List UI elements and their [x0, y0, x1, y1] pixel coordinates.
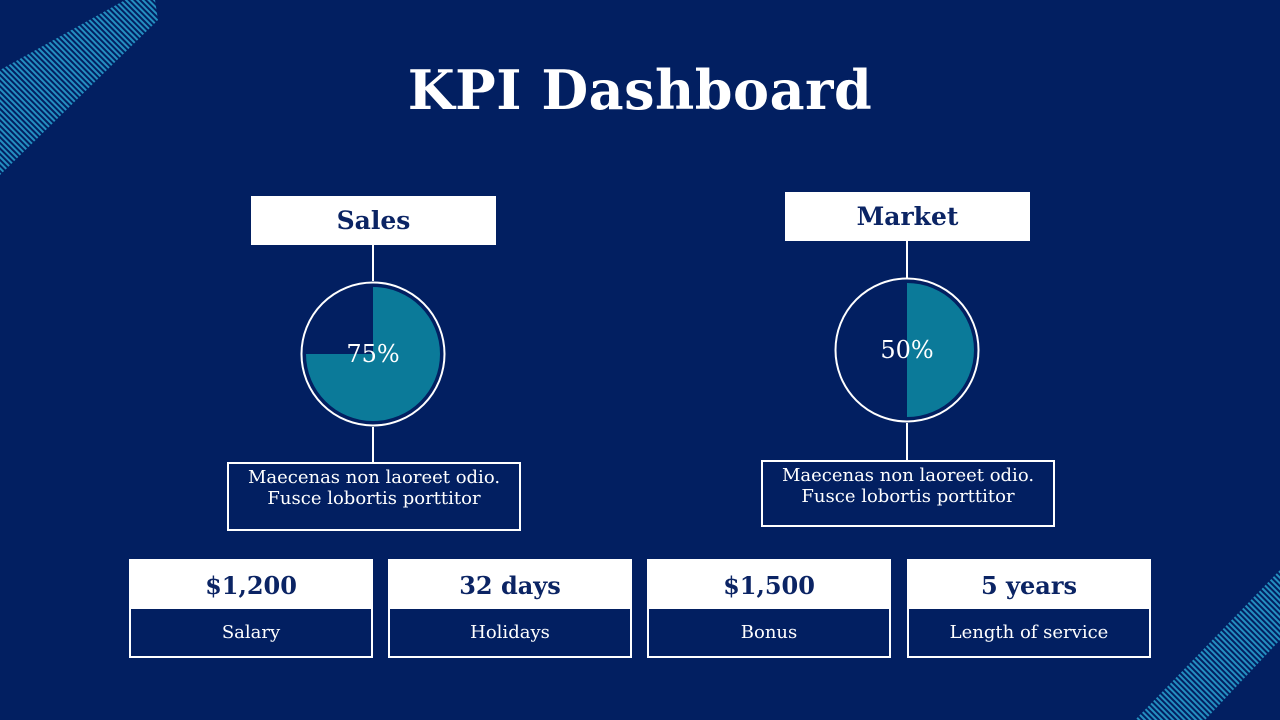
kpi-card-bonus: $1,500 Bonus: [647, 559, 891, 658]
sales-description-line1: Maecenas non laoreet odio.: [247, 467, 501, 488]
kpi-label: Salary: [221, 622, 281, 643]
market-description-line1: Maecenas non laoreet odio.: [781, 465, 1035, 486]
kpi-value: $1,500: [649, 561, 889, 609]
market-label: Market: [785, 192, 1030, 241]
market-percent: 50%: [880, 336, 934, 364]
sales-connector-top: [372, 245, 374, 281]
corner-stripes-bottom-right: [1135, 570, 1280, 720]
market-gauge: 50%: [834, 277, 980, 423]
sales-gauge-chart: [300, 281, 446, 427]
kpi-card-salary: $1,200 Salary: [129, 559, 373, 658]
sales-connector-bottom: [372, 427, 374, 462]
kpi-label: Holidays: [470, 622, 550, 643]
sales-label: Sales: [251, 196, 496, 245]
market-gauge-chart: [834, 277, 980, 423]
kpi-card-length-of-service: 5 years Length of service: [907, 559, 1151, 658]
kpi-label: Length of service: [949, 622, 1109, 643]
sales-description: Maecenas non laoreet odio. Fusce loborti…: [227, 462, 521, 531]
kpi-value: 5 years: [909, 561, 1149, 609]
sales-gauge-fill: [306, 287, 440, 421]
market-gauge-fill: [907, 283, 974, 417]
market-description: Maecenas non laoreet odio. Fusce loborti…: [761, 460, 1055, 527]
market-connector-top: [906, 241, 908, 278]
corner-stripes-top-left: [0, 0, 158, 175]
market-connector-bottom: [906, 423, 908, 460]
market-description-line2: Fusce lobortis porttitor: [801, 486, 1015, 507]
sales-gauge: 75%: [300, 281, 446, 427]
kpi-card-holidays: 32 days Holidays: [388, 559, 632, 658]
page-title: KPI Dashboard: [407, 58, 873, 122]
kpi-label: Bonus: [740, 622, 798, 643]
kpi-value: $1,200: [131, 561, 371, 609]
sales-percent: 75%: [346, 340, 400, 368]
kpi-value: 32 days: [390, 561, 630, 609]
sales-description-line2: Fusce lobortis porttitor: [267, 488, 481, 509]
